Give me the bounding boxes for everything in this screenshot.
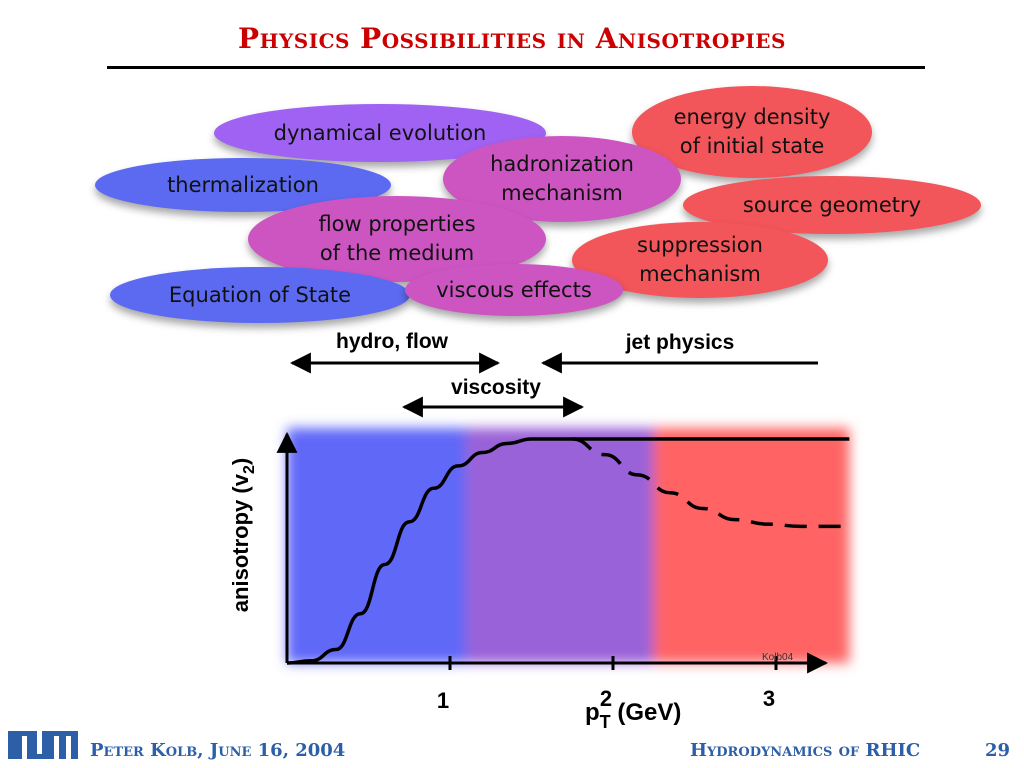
solid-curve xyxy=(286,437,850,665)
footer-author: Peter Kolb, June 16, 2004 xyxy=(90,740,346,761)
tum-logo xyxy=(8,731,78,759)
bubble-label: energy density of initial state xyxy=(673,105,831,158)
bubble-label: dynamical evolution xyxy=(273,120,487,145)
hydro-flow-label: hydro, flow xyxy=(336,330,449,353)
kolb-credit: Kolb04 xyxy=(762,652,794,663)
slide-title: Physics Possibilities in Anisotropies xyxy=(238,22,786,55)
bubble-label: suppression mechanism xyxy=(637,233,763,286)
bubble-suppression: suppression mechanism xyxy=(572,222,828,298)
region-jet xyxy=(653,428,850,663)
bubble-hadronization: hadronization mechanism xyxy=(443,136,681,222)
region-hydro xyxy=(287,428,467,663)
bubble-label: hadronization mechanism xyxy=(490,152,634,205)
region-crossover xyxy=(466,428,654,663)
bubble-label: Equation of State xyxy=(168,282,352,307)
bubble-thermalization: thermalization xyxy=(95,158,391,212)
footer-talk-title: Hydrodynamics of RHIC xyxy=(690,740,921,761)
title-divider xyxy=(107,66,925,69)
bubble-label: source geometry xyxy=(742,192,922,217)
bubble-label: thermalization xyxy=(167,172,319,197)
x-tick-label: 2 xyxy=(600,686,612,711)
viscosity-label: viscosity xyxy=(451,376,541,399)
bubble-label: viscous effects xyxy=(436,277,592,302)
bubble-viscous-effects: viscous effects xyxy=(405,264,623,316)
bubble-label: flow properties of the medium xyxy=(318,212,476,265)
x-tick-label: 1 xyxy=(437,688,449,713)
page-number: 29 xyxy=(985,740,1011,761)
x-axis-label: pT (GeV) xyxy=(585,699,681,732)
bubble-equation-of-state: Equation of State xyxy=(110,267,410,323)
jet-physics-label: jet physics xyxy=(625,331,735,354)
x-tick-label: 3 xyxy=(763,686,775,711)
y-axis-label: anisotropy (v2) xyxy=(228,458,258,612)
dashed-curve xyxy=(572,437,850,529)
